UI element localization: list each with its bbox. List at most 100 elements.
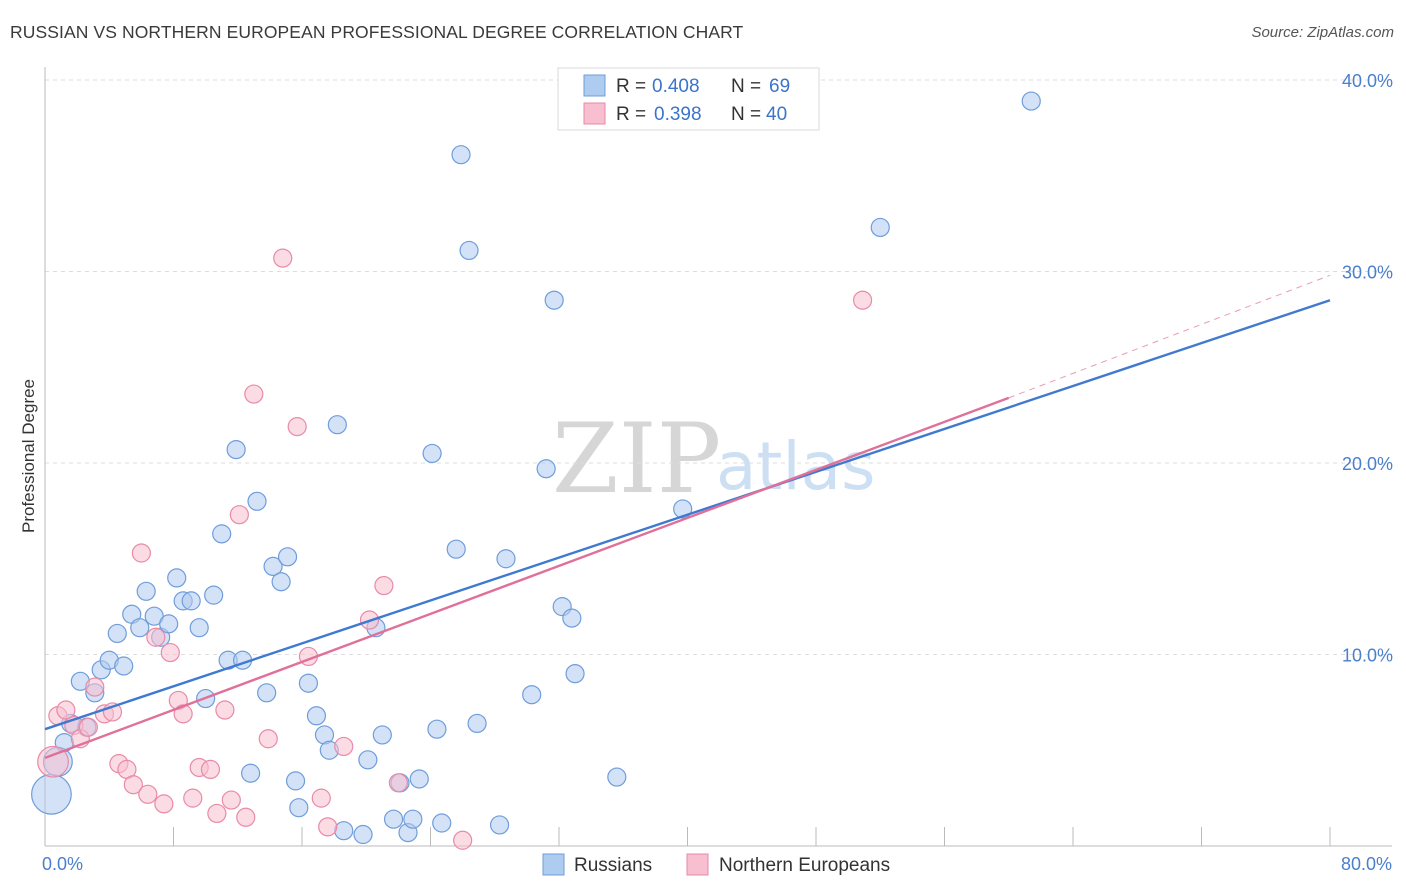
russians-point-56 [467, 713, 487, 734]
russians-n-label: N = [731, 76, 761, 97]
russians-point-59 [522, 685, 542, 705]
russians-point-45 [383, 809, 404, 829]
russians-point-27 [241, 763, 261, 783]
russians-r-value: 0.408 [652, 76, 700, 97]
northern-point-33 [318, 817, 338, 837]
russians-point-10 [114, 656, 134, 676]
northern-point-25 [229, 505, 249, 525]
russians-point-54 [451, 145, 471, 165]
y-tick-labels: 10.0% 20.0% 30.0% 40.0% [1342, 71, 1393, 666]
russians-point-44 [372, 725, 392, 745]
russians-point-57 [489, 815, 510, 835]
northern-point-30 [287, 417, 307, 437]
russians-point-32 [277, 547, 298, 567]
russians-point-58 [496, 549, 516, 569]
russians-point-48 [403, 809, 423, 829]
x-ticks [44, 827, 1331, 846]
russians-point-67 [870, 217, 890, 238]
series-legend: Russians Northern Europeans [542, 853, 890, 876]
northern-point-5 [78, 717, 98, 737]
russians-points [31, 91, 1041, 845]
northern-point-39 [852, 290, 873, 310]
northern-n-label: N = [731, 104, 761, 125]
northern-point-15 [154, 794, 174, 814]
russians-point-22 [204, 585, 224, 605]
russians-point-28 [247, 491, 267, 511]
northern-point-24 [221, 790, 241, 810]
russians-point-52 [432, 813, 452, 833]
russians-point-0 [31, 773, 72, 815]
russians-point-9 [107, 623, 127, 644]
russians-point-34 [289, 798, 309, 818]
russians-point-25 [226, 439, 246, 460]
y-tick-label-40: 40.0% [1342, 71, 1393, 91]
northern-point-38 [453, 830, 473, 850]
northern-point-26 [236, 807, 256, 827]
russians-trend-line [44, 299, 1331, 731]
x-tick-label-min: 0.0% [42, 854, 83, 874]
russians-point-65 [607, 767, 627, 787]
northern-point-21 [200, 759, 221, 780]
stats-legend: R = 0.408 N = 69 R = 0.398 N = 40 [557, 67, 820, 131]
russians-n-value: 69 [769, 76, 790, 97]
russians-point-61 [544, 290, 564, 310]
watermark-atlas: atlas [716, 428, 876, 505]
northern-point-23 [215, 700, 235, 720]
northern-point-13 [138, 784, 158, 804]
russians-point-36 [306, 706, 327, 726]
northern-point-32 [311, 788, 331, 808]
northern-point-0 [37, 745, 69, 778]
northern-point-16 [160, 642, 180, 663]
legend-northern-label: Northern Europeans [719, 855, 890, 876]
northern-point-2 [56, 700, 76, 720]
russians-point-51 [427, 719, 447, 739]
russians-point-17 [167, 568, 187, 588]
russians-point-41 [353, 824, 373, 845]
russians-point-63 [562, 608, 582, 628]
northern-swatch [583, 102, 606, 125]
northern-n-value: 40 [766, 104, 787, 125]
russians-point-60 [536, 459, 556, 479]
russians-point-20 [189, 618, 209, 638]
x-tick-label-max: 80.0% [1341, 854, 1392, 874]
russians-point-30 [263, 556, 283, 577]
russians-point-16 [159, 614, 179, 634]
russians-point-49 [409, 769, 429, 789]
northern-point-28 [258, 729, 278, 749]
northern-point-14 [146, 627, 166, 647]
watermark: ZIP atlas [552, 403, 876, 515]
russians-point-50 [422, 443, 442, 464]
northern-trend-extension [1008, 274, 1331, 399]
russians-swatch [583, 74, 606, 97]
russians-point-39 [327, 415, 347, 435]
russians-point-55 [459, 240, 479, 261]
y-axis-label: Professional Degree [19, 379, 38, 533]
chart-title: RUSSIAN VS NORTHERN EUROPEAN PROFESSIONA… [10, 22, 744, 42]
y-tick-label-20: 20.0% [1342, 454, 1393, 474]
northern-point-29 [273, 248, 293, 268]
trend-lines [44, 274, 1331, 760]
russians-point-19 [181, 591, 201, 611]
russians-r-label: R = [616, 76, 646, 97]
russians-point-33 [285, 771, 306, 791]
russians-point-13 [136, 581, 156, 601]
russians-point-66 [673, 499, 693, 519]
source-label: Source: ZipAtlas.com [1251, 24, 1394, 41]
russians-point-40 [334, 821, 354, 841]
russians-point-12 [130, 618, 150, 638]
northern-point-12 [131, 543, 151, 563]
northern-point-34 [334, 736, 354, 757]
russians-point-35 [298, 673, 319, 693]
russians-point-64 [565, 664, 585, 684]
y-tick-label-10: 10.0% [1342, 646, 1393, 666]
russians-point-29 [257, 683, 277, 703]
northern-point-6 [85, 677, 105, 697]
northern-trend-line [44, 396, 1010, 760]
northern-r-label: R = [616, 104, 646, 125]
northern-point-22 [207, 803, 227, 824]
legend-russians-swatch [542, 853, 565, 876]
watermark-zip: ZIP [552, 403, 721, 515]
northern-point-36 [374, 575, 394, 596]
northern-point-18 [173, 704, 193, 724]
